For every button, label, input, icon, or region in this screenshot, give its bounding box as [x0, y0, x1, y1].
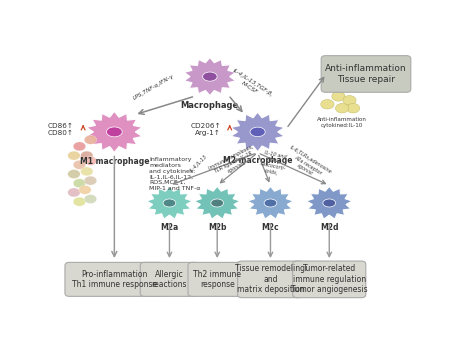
Circle shape — [343, 95, 356, 105]
Circle shape — [68, 151, 80, 160]
Text: Anti-inflammation
cytokined:IL-10: Anti-inflammation cytokined:IL-10 — [317, 117, 367, 128]
Circle shape — [81, 151, 93, 160]
Text: IL-4,IL-13,TGF-β,
M-CSF: IL-4,IL-13,TGF-β, M-CSF — [228, 68, 274, 103]
FancyBboxPatch shape — [140, 262, 199, 297]
Circle shape — [346, 103, 360, 113]
Circle shape — [336, 103, 349, 113]
Circle shape — [84, 176, 97, 185]
Circle shape — [73, 197, 86, 206]
Circle shape — [84, 135, 97, 144]
Text: IL-10 and
TGF-β
Glucocorti-
coids,: IL-10 and TGF-β Glucocorti- coids, — [258, 150, 289, 177]
Text: Inflammatory
mediators
and cytokines:
IL-1,IL-6,IL-12,
ROS,MCP-1,
MIP-1 and TNF-: Inflammatory mediators and cytokines: IL… — [149, 157, 201, 191]
Text: M2c: M2c — [262, 223, 279, 232]
Circle shape — [68, 170, 80, 179]
Text: CD86↑
CD80↑: CD86↑ CD80↑ — [48, 123, 74, 136]
Circle shape — [81, 167, 93, 176]
FancyBboxPatch shape — [293, 261, 366, 298]
Ellipse shape — [211, 199, 224, 207]
Ellipse shape — [250, 127, 265, 137]
Text: Tumor-related
immune regulation
Tumor angiogenesis: Tumor-related immune regulation Tumor an… — [291, 264, 367, 294]
Text: IL-4,IL-13: IL-4,IL-13 — [189, 154, 209, 173]
Text: Anti-inflammation
Tissue repair: Anti-inflammation Tissue repair — [325, 64, 407, 84]
Text: Pro-inflammation
Th1 immune response: Pro-inflammation Th1 immune response — [72, 269, 157, 289]
FancyBboxPatch shape — [65, 262, 164, 297]
Circle shape — [73, 179, 86, 188]
Circle shape — [79, 185, 91, 194]
Polygon shape — [184, 58, 236, 95]
FancyBboxPatch shape — [321, 56, 411, 92]
Polygon shape — [194, 186, 240, 219]
Text: LPS,TNF-α,IFN-γ: LPS,TNF-α,IFN-γ — [133, 74, 175, 102]
Polygon shape — [146, 186, 192, 219]
Circle shape — [84, 156, 97, 165]
FancyBboxPatch shape — [237, 261, 303, 298]
Ellipse shape — [323, 199, 336, 207]
Text: Tissue remodeling
and
matrix deposition: Tissue remodeling and matrix deposition — [236, 264, 305, 294]
Circle shape — [73, 142, 86, 151]
Polygon shape — [231, 112, 284, 152]
Text: M2 macrophage: M2 macrophage — [223, 156, 292, 166]
Text: CD206↑
Arg-1↑: CD206↑ Arg-1↑ — [190, 123, 221, 136]
Circle shape — [73, 160, 86, 169]
Text: Allergic
reactions: Allergic reactions — [152, 269, 187, 289]
Text: M2a: M2a — [160, 223, 179, 232]
Text: M2d: M2d — [320, 223, 338, 232]
Ellipse shape — [202, 72, 217, 81]
Ellipse shape — [107, 127, 122, 137]
Circle shape — [332, 92, 345, 101]
Text: IL-6,TLRs,adenosine
A2a receptor
agonist: IL-6,TLRs,adenosine A2a receptor agonist — [283, 145, 333, 185]
Circle shape — [84, 195, 97, 203]
Text: Macrophage: Macrophage — [181, 101, 239, 110]
Polygon shape — [306, 186, 352, 219]
Text: Immune complexes,
TLR ligands,IL-1R
agonists: Immune complexes, TLR ligands,IL-1R agon… — [208, 144, 260, 181]
Text: M2b: M2b — [208, 223, 227, 232]
Circle shape — [321, 100, 334, 109]
Ellipse shape — [264, 199, 277, 207]
Ellipse shape — [163, 199, 176, 207]
Text: M1 macrophage: M1 macrophage — [80, 157, 149, 166]
Circle shape — [68, 188, 80, 197]
Polygon shape — [247, 186, 293, 219]
FancyBboxPatch shape — [188, 262, 246, 297]
Text: Th2 immune
response: Th2 immune response — [193, 269, 241, 289]
Polygon shape — [86, 111, 142, 153]
